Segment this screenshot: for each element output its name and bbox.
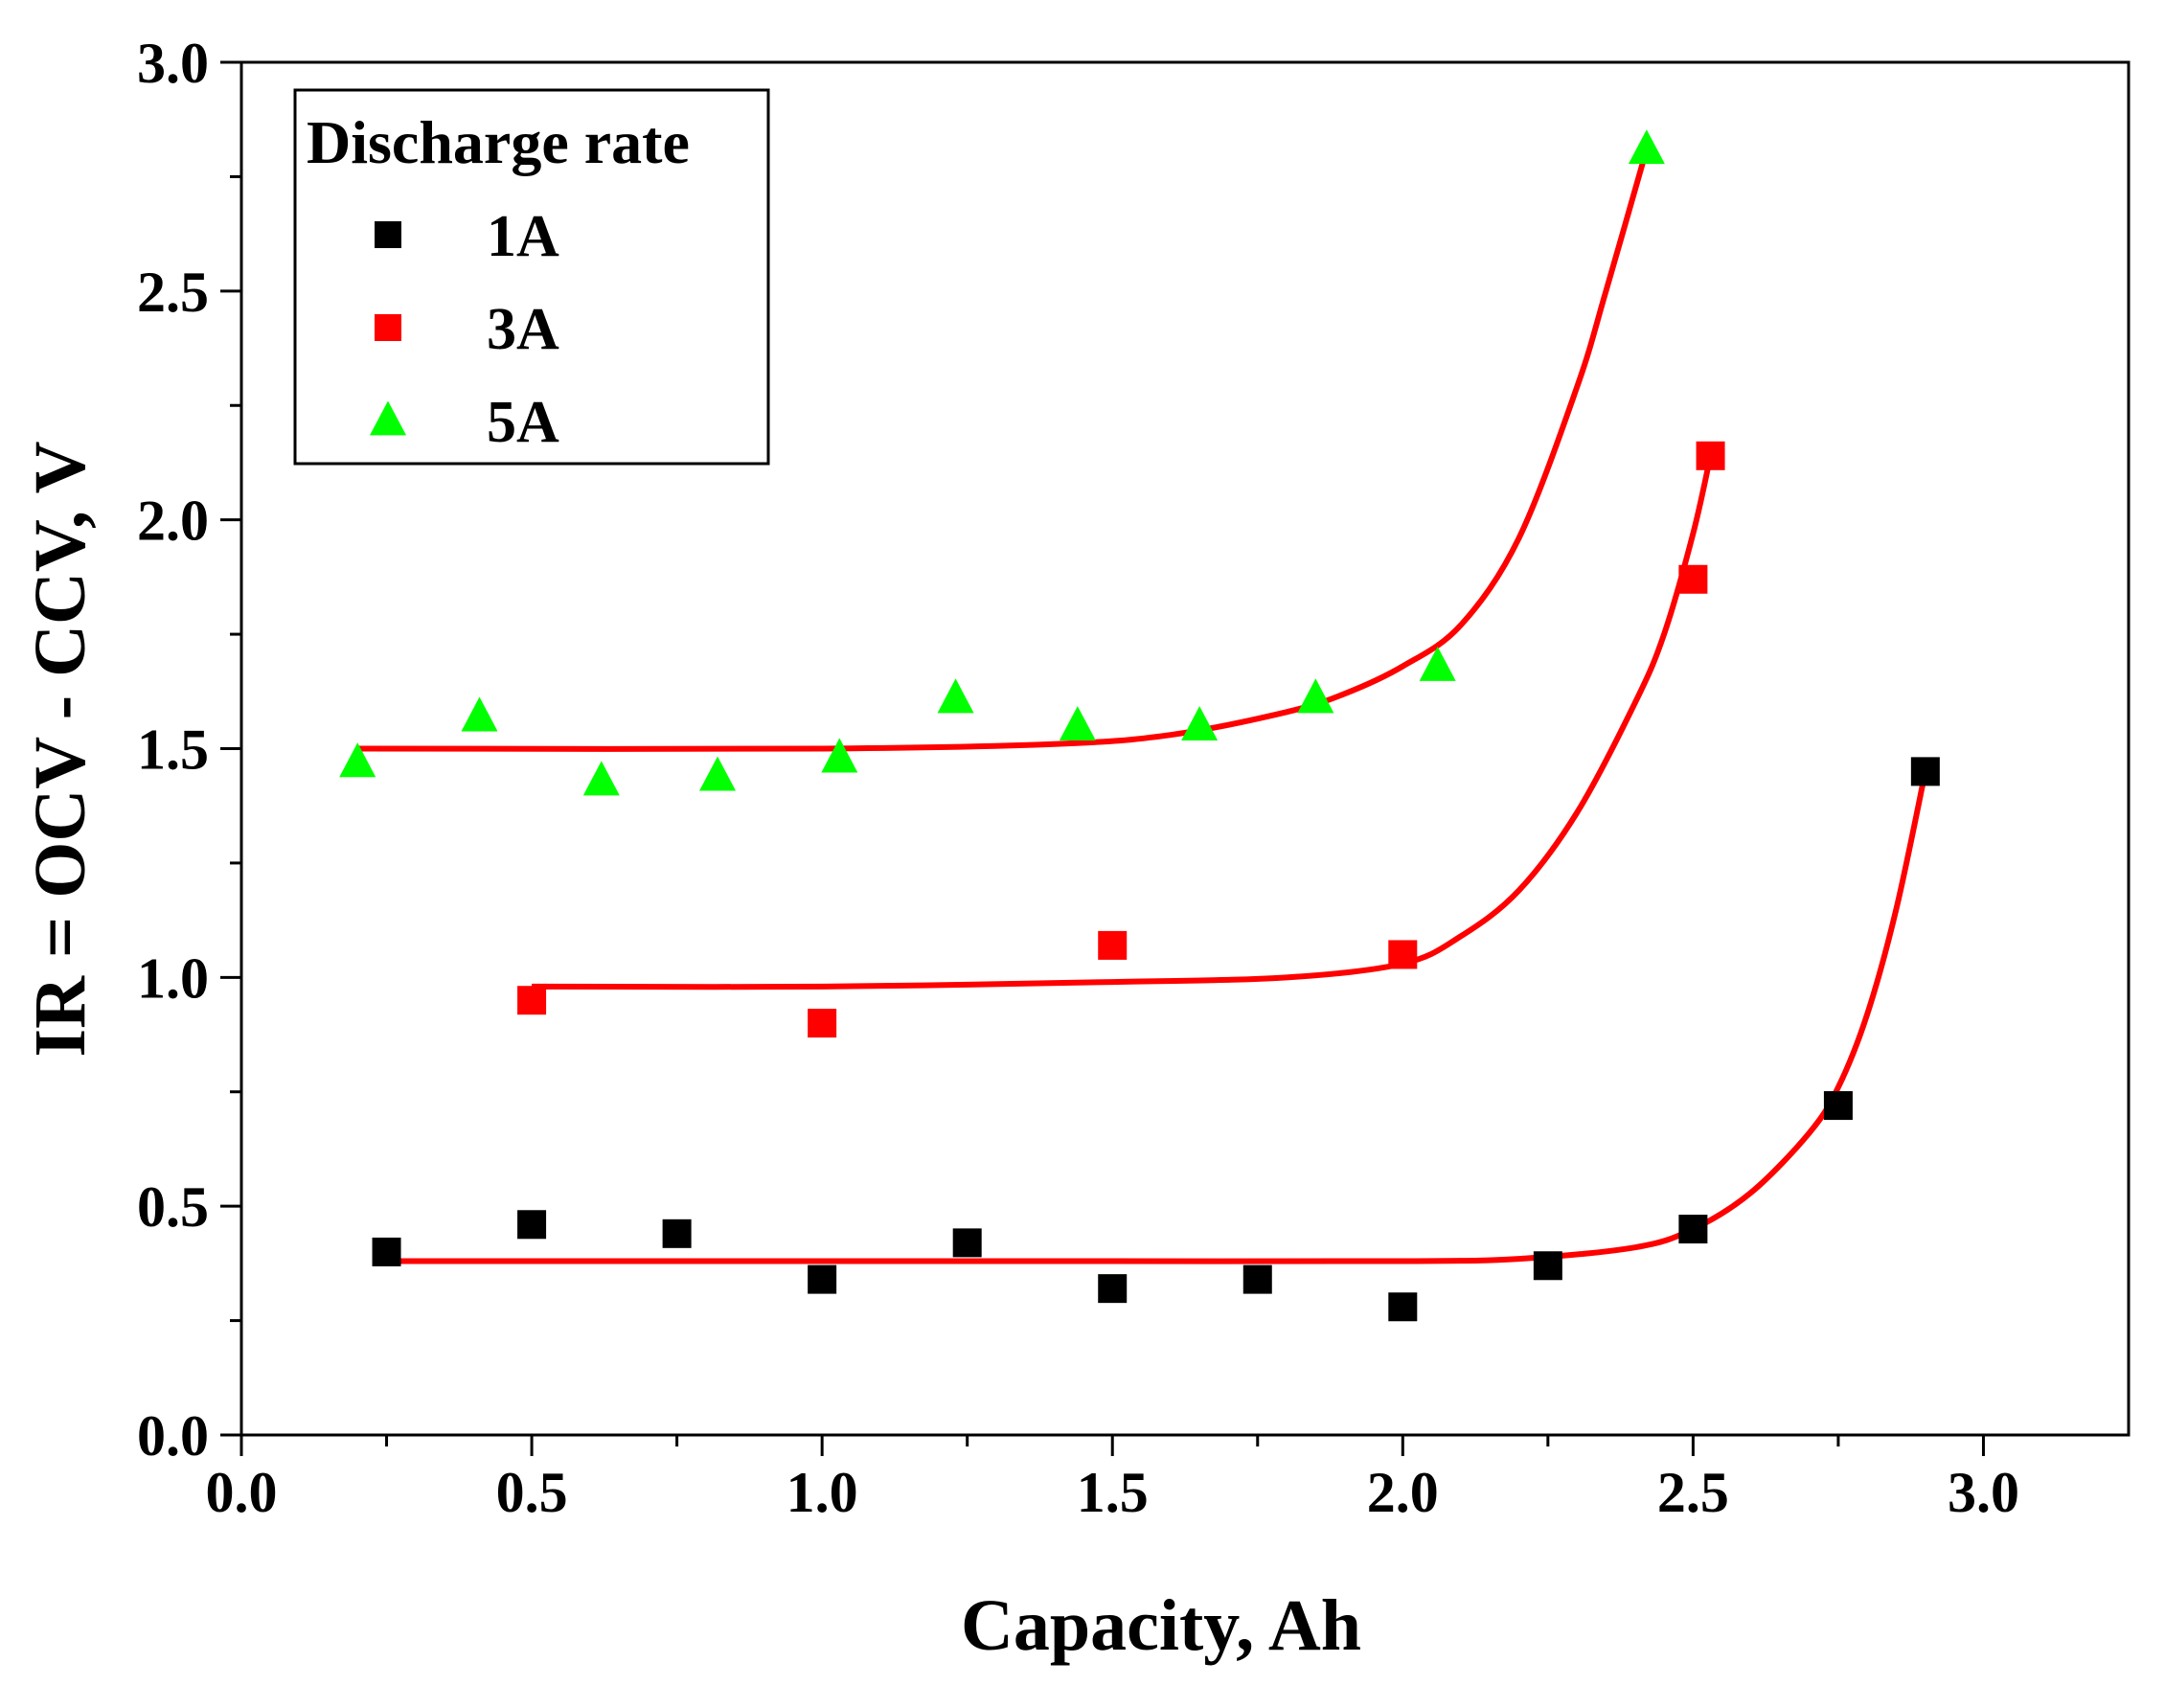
legend-box bbox=[293, 88, 770, 466]
data-point-1a bbox=[1823, 1091, 1853, 1121]
legend-title: Discharge rate bbox=[307, 108, 690, 176]
y-axis-ticks: 0.0 0.5 1.0 1.5 2.0 2.5 3.0 bbox=[137, 32, 241, 1468]
data-point-1a bbox=[952, 1228, 982, 1258]
legend-marker-1a bbox=[375, 221, 401, 248]
data-point-5a bbox=[1297, 678, 1334, 714]
data-point-5a bbox=[1419, 647, 1456, 681]
y-tick-label: 1.5 bbox=[137, 718, 209, 782]
data-point-3a bbox=[808, 1009, 837, 1038]
data-point-1a bbox=[1388, 1292, 1418, 1322]
data-point-5a bbox=[699, 756, 737, 791]
legend-marker-3a bbox=[375, 314, 401, 341]
y-tick-label: 3.0 bbox=[137, 32, 209, 95]
data-point-1a bbox=[1242, 1264, 1272, 1294]
data-point-5a bbox=[582, 761, 620, 796]
legend-label-3a: 3A bbox=[487, 297, 559, 362]
legend-label-1a: 1A bbox=[487, 204, 559, 269]
data-point-3a bbox=[1696, 441, 1725, 470]
x-tick-label: 2.5 bbox=[1657, 1461, 1729, 1524]
x-tick-label: 0.5 bbox=[496, 1461, 568, 1524]
data-point-5a bbox=[339, 742, 376, 778]
x-tick-label: 3.0 bbox=[1948, 1461, 2019, 1524]
data-point-1a bbox=[1910, 757, 1940, 786]
data-point-3a bbox=[1098, 930, 1128, 960]
x-axis-label: Capacity, Ah bbox=[961, 1585, 1361, 1666]
x-tick-label: 1.5 bbox=[1077, 1461, 1149, 1524]
y-tick-label: 1.0 bbox=[137, 946, 209, 1010]
x-tick-label: 2.0 bbox=[1367, 1461, 1439, 1524]
data-point-1a bbox=[662, 1218, 692, 1248]
legend-label-5a: 5A bbox=[487, 390, 559, 455]
data-point-3a bbox=[1678, 564, 1708, 594]
legend-items: 1A 3A 5A bbox=[370, 204, 559, 455]
y-tick-label: 0.5 bbox=[137, 1175, 209, 1239]
y-tick-label: 2.5 bbox=[137, 261, 209, 324]
y-tick-label: 0.0 bbox=[137, 1404, 209, 1468]
data-point-5a bbox=[1628, 129, 1665, 165]
data-point-1a bbox=[1533, 1251, 1562, 1281]
x-axis-ticks: 0.0 0.5 1.0 1.5 2.0 2.5 3.0 bbox=[206, 1435, 2019, 1524]
x-tick-label: 0.0 bbox=[206, 1461, 278, 1524]
data-point-5a bbox=[1059, 706, 1096, 741]
x-tick-label: 1.0 bbox=[786, 1461, 858, 1524]
data-point-5a bbox=[937, 678, 974, 714]
data-point-5a bbox=[821, 738, 858, 773]
fit-curve-3a bbox=[532, 455, 1714, 991]
data-points bbox=[339, 129, 1940, 1322]
data-point-3a bbox=[517, 986, 547, 1015]
legend: Discharge rate 1A 3A 5A bbox=[293, 88, 770, 466]
data-point-1a bbox=[808, 1264, 837, 1294]
fit-curve-1a bbox=[386, 770, 1928, 1264]
legend-marker-5a bbox=[370, 400, 406, 436]
data-point-3a bbox=[1388, 940, 1418, 969]
data-point-5a bbox=[461, 696, 498, 732]
data-point-5a bbox=[1181, 706, 1219, 741]
y-tick-label: 2.0 bbox=[137, 490, 209, 553]
y-axis-label: IR = OCV - CCV, V bbox=[20, 441, 101, 1057]
data-point-1a bbox=[372, 1237, 401, 1266]
data-point-1a bbox=[1098, 1274, 1128, 1304]
data-point-1a bbox=[517, 1210, 547, 1240]
data-point-1a bbox=[1678, 1215, 1708, 1244]
